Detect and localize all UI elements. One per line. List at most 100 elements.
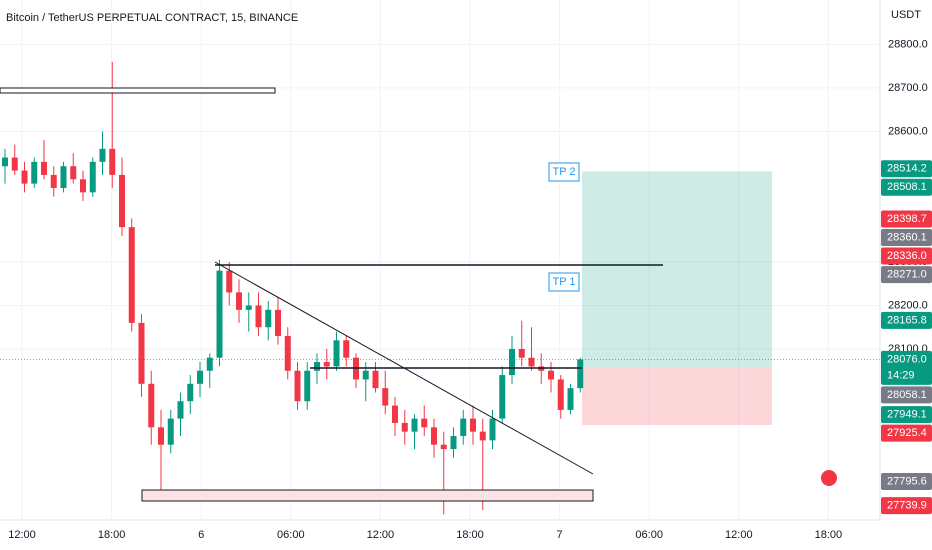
candle-body <box>343 340 350 358</box>
candle-body <box>11 157 18 171</box>
candle-body <box>109 148 116 175</box>
price-label: 28271.0 <box>887 268 927 280</box>
time-label: 12:00 <box>8 529 36 541</box>
time-axis: 12:00 18:00 6 06:00 12:00 18:00 7 06:00 12:00 18:… <box>8 529 842 541</box>
candle-body <box>99 148 106 162</box>
price-label: 28058.1 <box>887 389 927 401</box>
candle-body <box>167 418 174 445</box>
candle-body <box>216 270 223 358</box>
candle-body <box>50 174 57 188</box>
zone-rectangle <box>141 489 594 502</box>
event-icon[interactable] <box>819 468 839 488</box>
candle-body <box>411 418 418 432</box>
tp-box <box>548 272 580 292</box>
price-label-box <box>881 497 932 515</box>
candle-body <box>177 401 184 419</box>
price-label: 28360.1 <box>887 231 927 243</box>
time-label: 6 <box>198 529 204 541</box>
time-label: 12:00 <box>725 529 753 541</box>
candle-body <box>392 405 398 423</box>
price-label-box <box>881 472 932 490</box>
price-label: 28508.1 <box>887 181 927 193</box>
price-label-box <box>881 178 932 196</box>
price-label: 28076.0 <box>887 353 927 365</box>
candle-body <box>470 418 476 432</box>
tp-box <box>548 162 580 182</box>
candle-body <box>2 157 8 167</box>
price-label: 28336.0 <box>887 250 927 262</box>
price-label-box <box>881 160 932 178</box>
candle-body <box>362 370 369 380</box>
price-axis: 28800.028700.028600.028300.028200.028100… <box>881 38 932 515</box>
price-label-box <box>881 386 932 404</box>
candle-body <box>489 418 496 441</box>
candle-body <box>421 418 428 428</box>
tp-label: TP 1 <box>548 272 580 292</box>
price-label: 28398.7 <box>887 213 927 225</box>
time-label: 18:00 <box>815 529 843 541</box>
candle-body <box>509 348 515 376</box>
tp-text: TP 1 <box>552 276 575 288</box>
candle-body <box>206 357 213 371</box>
price-tick-label: 28700.0 <box>888 82 928 94</box>
candle-body <box>119 174 125 228</box>
price-tick-label: 28600.0 <box>888 125 928 137</box>
candle-body <box>304 370 311 402</box>
candle-body <box>138 322 145 384</box>
candle-body <box>41 161 47 175</box>
candle-body <box>401 422 408 432</box>
price-label-box <box>881 229 932 247</box>
candle-body <box>333 340 340 367</box>
candle-body <box>528 357 535 367</box>
candle-body <box>294 370 301 402</box>
candle-body <box>158 427 164 445</box>
candle-body <box>60 166 67 188</box>
candle-body <box>197 370 203 384</box>
time-label: 06:00 <box>277 529 305 541</box>
time-label: 18:00 <box>456 529 484 541</box>
candle-body <box>245 305 252 310</box>
candle-body <box>148 383 155 428</box>
candle-body <box>236 292 242 310</box>
candle-body <box>21 170 28 184</box>
candle-body <box>479 431 486 441</box>
candle-body <box>314 362 320 371</box>
price-label-box <box>881 424 932 442</box>
candle-body <box>323 362 330 367</box>
target-zone <box>582 171 772 368</box>
zone-rectangle <box>0 87 276 94</box>
candle-body <box>226 270 233 293</box>
candle-body <box>255 305 262 328</box>
symbol-title: Bitcoin / TetherUS PERPETUAL CONTRACT, 1… <box>6 12 298 24</box>
time-label: 7 <box>557 529 563 541</box>
price-label: 27949.1 <box>887 409 927 421</box>
price-label: 28514.2 <box>887 163 927 175</box>
candle-body <box>548 370 554 380</box>
time-label: 18:00 <box>98 529 126 541</box>
price-tick-label: 28800.0 <box>888 38 928 50</box>
candle-body <box>70 166 77 180</box>
candle-body <box>187 383 194 402</box>
stop-zone <box>582 367 772 425</box>
candle-body <box>89 161 96 193</box>
candle-body <box>518 348 525 358</box>
price-label-box <box>881 266 932 284</box>
candle-body <box>265 309 272 328</box>
drawings <box>0 87 839 502</box>
position-tool: TP 2 TP 1 <box>548 162 772 425</box>
candle-body <box>275 309 281 336</box>
price-label: 27925.4 <box>887 427 927 439</box>
price-label-box <box>881 311 932 329</box>
candle-body <box>557 379 564 410</box>
candle-body <box>450 436 457 450</box>
currency: USDT <box>891 9 921 21</box>
candle-body <box>372 370 379 389</box>
candle-body <box>577 359 584 389</box>
candle-body <box>567 388 574 410</box>
time-label: 06:00 <box>635 529 663 541</box>
price-label: 27739.9 <box>887 500 927 512</box>
candle-body <box>499 375 506 419</box>
time-grid <box>21 0 829 520</box>
tp-label: TP 2 <box>548 162 580 182</box>
